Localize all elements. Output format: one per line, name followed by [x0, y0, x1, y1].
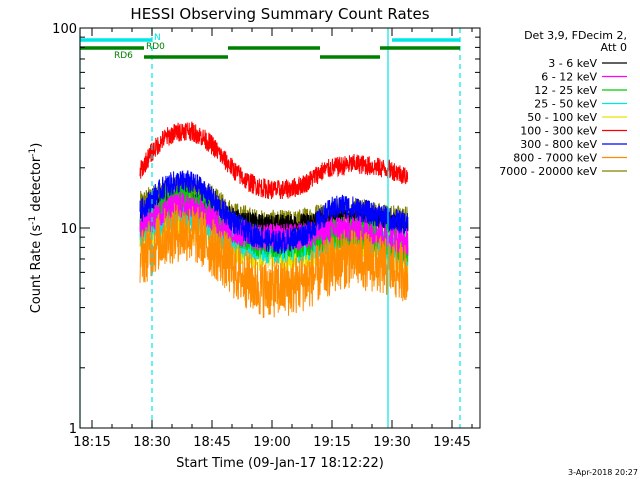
series-line-6-12kev [139, 191, 409, 256]
legend-label-5: 100 - 300 keV [520, 125, 597, 138]
series-line-100-300kev [139, 121, 409, 200]
x-axis: 18:15 18:30 18:45 19:00 19:15 19:30 19:45 [73, 28, 473, 450]
x-tick-label-6: 19:45 [433, 435, 470, 450]
y-tick-label-0: 1 [69, 422, 77, 437]
y-axis: 1 10 100 [52, 22, 480, 437]
x-tick-label-2: 18:45 [193, 435, 230, 450]
legend-label-8: 7000 - 20000 keV [499, 165, 597, 178]
series-layer [139, 121, 409, 319]
chart-title: HESSI Observing Summary Count Rates [130, 5, 429, 23]
series-line-800-7000kev [139, 203, 409, 319]
x-tick-label-3: 19:00 [253, 435, 290, 450]
legend-label-2: 12 - 25 keV [534, 84, 597, 97]
flag-label-n: N [154, 33, 161, 43]
x-axis-label: Start Time (09-Jan-17 18:12:22) [176, 456, 384, 471]
x-tick-label-0: 18:15 [73, 435, 110, 450]
series-line-300-800kev [139, 170, 409, 254]
flag-label-rd0: RD0 [146, 42, 165, 52]
x-tick-label-5: 19:30 [373, 435, 410, 450]
timestamp: 3-Apr-2018 20:27 [568, 468, 638, 477]
legend-label-0: 3 - 6 keV [548, 57, 597, 70]
y-tick-label-2: 100 [52, 22, 77, 37]
x-tick-label-4: 19:15 [313, 435, 350, 450]
flag-label-rd6: RD6 [114, 51, 133, 61]
legend-title-line-1: Det 3,9, FDecim 2, [524, 29, 627, 42]
legend-label-7: 800 - 7000 keV [513, 152, 597, 165]
x-tick-label-1: 18:30 [133, 435, 170, 450]
legend-title-line-2: Att 0 [601, 41, 627, 54]
legend-label-3: 25 - 50 keV [534, 98, 597, 111]
legend-label-1: 6 - 12 keV [541, 71, 597, 84]
y-tick-label-1: 10 [60, 222, 77, 237]
y-axis-label: Count Rate (s-1 detector-1) [28, 143, 44, 314]
legend-label-6: 300 - 800 keV [520, 138, 597, 151]
legend-label-4: 50 - 100 keV [527, 111, 597, 124]
